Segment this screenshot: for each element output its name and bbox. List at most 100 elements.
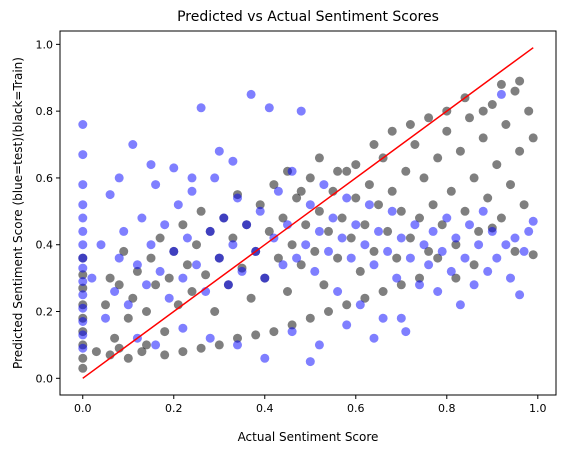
test-point-114 [178, 323, 188, 333]
train-point-114 [360, 293, 370, 303]
test-point-84 [405, 253, 415, 263]
train-point-57 [314, 206, 324, 216]
y-tick-label: 0.0 [36, 372, 54, 385]
test-point-64 [314, 226, 324, 236]
train-point-24 [164, 273, 174, 283]
test-point-15 [87, 273, 97, 283]
train-point-118 [287, 320, 297, 330]
train-point-55 [305, 173, 315, 183]
test-point-18 [105, 190, 115, 200]
train-point-81 [424, 246, 434, 256]
test-point-65 [319, 180, 329, 190]
test-point-24 [132, 260, 142, 270]
test-point-58 [287, 166, 297, 176]
train-point-80 [419, 173, 429, 183]
test-point-28 [151, 180, 161, 190]
train-point-104 [528, 133, 538, 143]
train-point-42 [246, 293, 256, 303]
y-tick-label: 1.0 [36, 38, 54, 51]
y-tick-label: 0.2 [36, 306, 54, 319]
test-point-36 [187, 186, 197, 196]
train-point-7 [78, 270, 88, 280]
test-point-119 [314, 340, 324, 350]
train-point-108 [469, 260, 479, 270]
test-point-17 [101, 313, 110, 323]
train-point-72 [383, 226, 393, 236]
x-tick-label: 0.0 [74, 402, 92, 415]
y-axis-label: Predicted Sentiment Score (blue=test)(bl… [11, 57, 25, 369]
test-point-40 [205, 226, 215, 236]
test-point-77 [374, 226, 383, 236]
test-point-19 [110, 287, 120, 296]
test-point-74 [360, 240, 370, 250]
test-point-70 [342, 193, 352, 203]
train-point-64 [346, 233, 356, 243]
train-point-93 [478, 133, 488, 143]
x-ticks: 0.0 0.2 0.4 0.6 0.8 1.0 [74, 395, 547, 415]
test-point-90 [433, 287, 443, 296]
train-point-117 [305, 313, 315, 323]
train-point-115 [342, 300, 352, 310]
train-point-46 [264, 226, 274, 236]
test-point-35 [182, 233, 192, 243]
train-point-29 [187, 287, 197, 296]
train-point-62 [337, 213, 347, 223]
x-tick-label: 0.2 [165, 402, 183, 415]
chart-title: Predicted vs Actual Sentiment Scores [177, 9, 439, 25]
train-point-54 [301, 220, 311, 230]
train-point-15 [123, 313, 133, 323]
test-point-82 [396, 233, 406, 243]
test-point-0 [78, 120, 88, 129]
test-point-1 [78, 150, 88, 160]
train-point-27 [178, 220, 188, 230]
test-point-21 [119, 226, 129, 236]
train-point-68 [364, 180, 374, 190]
train-point-94 [483, 193, 493, 203]
test-point-67 [328, 213, 338, 223]
test-point-80 [387, 206, 397, 216]
test-point-31 [164, 293, 174, 303]
test-point-29 [155, 266, 165, 276]
test-point-100 [478, 206, 488, 216]
train-point-49 [278, 213, 288, 223]
train-point-13 [114, 280, 124, 290]
test-point-45 [228, 240, 238, 250]
train-point-131 [314, 153, 324, 163]
y-ticks: 0.0 0.2 0.4 0.6 0.8 1.0 [36, 38, 60, 385]
train-point-142 [333, 166, 343, 176]
test-point-75 [364, 200, 374, 210]
train-point-86 [446, 186, 456, 196]
test-point-106 [506, 273, 515, 283]
train-point-127 [123, 353, 133, 363]
test-point-118 [287, 327, 297, 337]
test-point-89 [428, 226, 438, 236]
test-point-63 [310, 266, 320, 276]
test-point-109 [519, 246, 529, 256]
train-point-47 [269, 180, 279, 190]
test-point-3 [78, 200, 88, 210]
test-point-99 [474, 240, 484, 250]
train-point-91 [469, 173, 479, 183]
test-point-110 [524, 226, 534, 236]
test-point-107 [510, 233, 520, 243]
test-point-62 [305, 200, 315, 210]
test-point-30 [160, 220, 170, 230]
x-tick-label: 0.6 [347, 402, 365, 415]
train-point-73 [387, 186, 397, 196]
test-point-81 [392, 273, 402, 283]
test-point-55 [273, 186, 283, 196]
train-point-51 [287, 240, 297, 250]
test-point-86 [415, 280, 424, 290]
test-point-71 [346, 253, 356, 263]
test-point-23 [128, 140, 138, 149]
test-point-5 [78, 226, 88, 236]
test-point-59 [292, 253, 302, 263]
y-tick-label: 0.6 [36, 172, 54, 185]
train-point-82 [428, 200, 438, 210]
test-point-91 [437, 246, 447, 256]
train-point-34 [210, 307, 220, 316]
test-point-76 [369, 260, 379, 270]
test-point-8 [78, 263, 88, 273]
train-point-87 [451, 240, 461, 250]
